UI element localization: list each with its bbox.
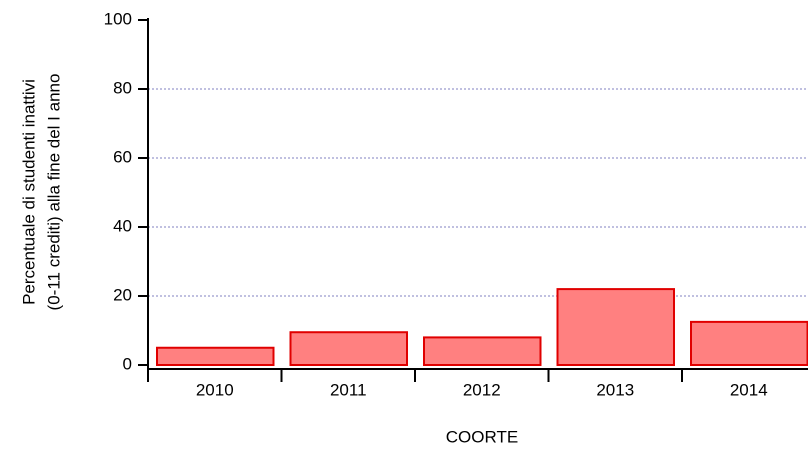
y-axis-label: Percentuale di studenti inattivi [19,79,38,305]
x-tick-label: 2012 [463,380,501,399]
y-axis-label: (0-11 crediti) alla fine del I anno [44,74,63,311]
bar [156,346,275,366]
y-tick-label: 20 [113,285,132,304]
bar [690,320,808,366]
x-tick-label: 2010 [196,380,234,399]
x-tick-label: 2011 [330,380,367,399]
y-tick-label: 60 [113,147,132,166]
y-tick-label: 40 [113,216,132,235]
bar [423,336,542,366]
bar [556,288,675,367]
y-tick-label: 0 [123,354,132,373]
y-tick-label: 100 [104,9,132,28]
bar [289,331,408,367]
x-tick-label: 2013 [596,380,634,399]
x-axis-label: COORTE [446,427,518,446]
y-tick-label: 80 [113,78,132,97]
x-tick-label: 2014 [730,380,768,399]
